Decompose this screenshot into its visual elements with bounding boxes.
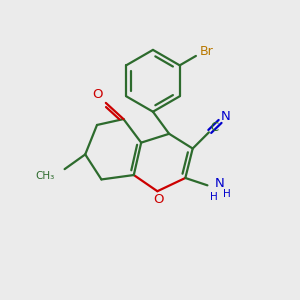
Text: O: O (92, 88, 103, 100)
Text: Br: Br (200, 45, 214, 58)
Text: N: N (221, 110, 231, 123)
Text: O: O (154, 193, 164, 206)
Text: N: N (215, 177, 224, 190)
Text: H: H (223, 189, 230, 199)
Text: CH₃: CH₃ (35, 171, 54, 181)
Text: C: C (211, 121, 219, 134)
Text: H: H (210, 191, 218, 202)
